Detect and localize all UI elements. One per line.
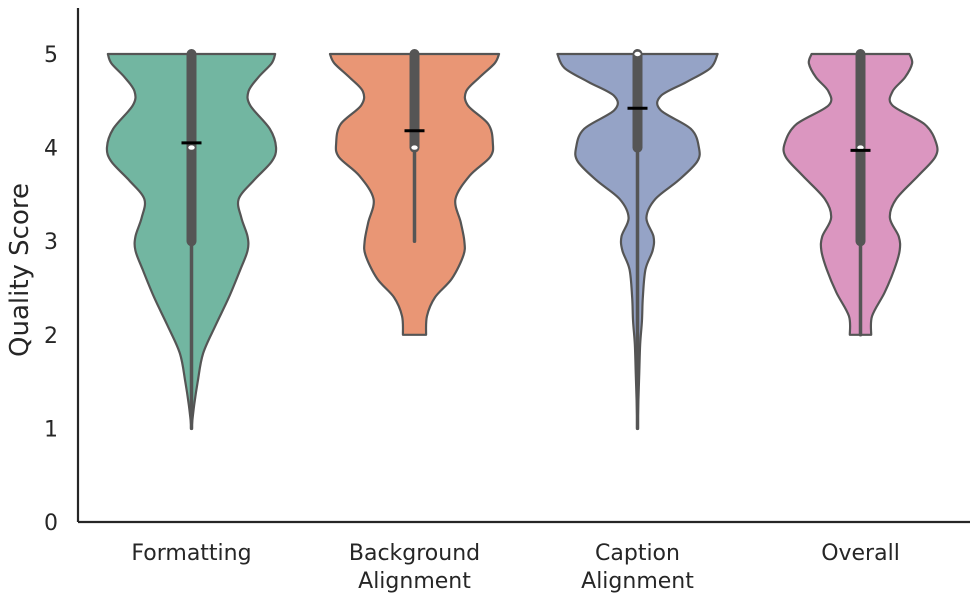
y-tick-label: 3 [44,230,58,255]
median-marker [857,145,864,150]
y-tick-label: 1 [44,417,58,442]
y-tick-label: 0 [44,511,58,536]
violin-group [556,49,719,431]
y-tick-label: 5 [44,43,58,68]
axes [76,8,970,524]
y-axis-title: Quality Score [5,183,35,357]
median-marker [188,145,195,150]
x-category-labels: Formatting Background Alignment Caption Alig… [131,541,899,594]
violin-group [782,49,939,337]
violin-group [105,49,278,431]
x-category-label: Caption [595,541,680,566]
median-marker [411,145,418,150]
violin-layer [105,49,939,431]
y-tick-label: 4 [44,137,58,162]
violin-group [328,49,501,336]
x-category-label: Background [349,541,480,566]
x-category-label: Overall [821,541,900,566]
y-tick-labels: 0 1 2 3 4 5 [44,43,58,536]
x-category-label: Formatting [131,541,251,566]
median-marker [634,51,641,57]
x-category-label: Alignment [358,569,471,594]
y-tick-label: 2 [44,324,58,349]
x-category-label: Alignment [581,569,694,594]
